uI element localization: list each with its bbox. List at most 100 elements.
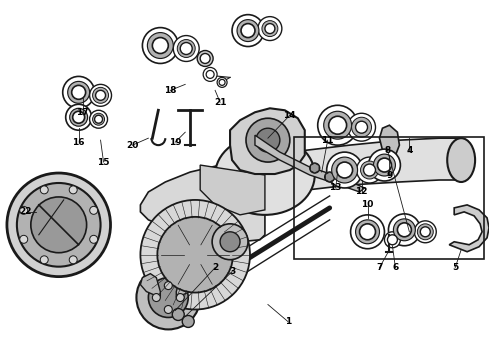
Circle shape (177, 40, 195, 58)
Circle shape (337, 162, 353, 178)
Text: 18: 18 (164, 86, 176, 95)
Polygon shape (230, 108, 305, 174)
Circle shape (256, 128, 280, 152)
Circle shape (197, 50, 213, 67)
Polygon shape (141, 274, 160, 298)
Circle shape (377, 158, 392, 172)
Circle shape (360, 224, 375, 240)
Polygon shape (141, 165, 265, 242)
Circle shape (152, 293, 160, 302)
Circle shape (90, 110, 107, 128)
Circle shape (356, 220, 379, 244)
Text: 6: 6 (392, 263, 398, 272)
Circle shape (352, 117, 371, 137)
Circle shape (200, 54, 210, 63)
Circle shape (172, 309, 184, 320)
Text: 1: 1 (285, 317, 291, 326)
Circle shape (368, 149, 400, 181)
Circle shape (388, 235, 397, 245)
Circle shape (237, 20, 259, 41)
Text: 21: 21 (214, 98, 226, 107)
Circle shape (152, 37, 168, 54)
Text: 12: 12 (355, 188, 368, 197)
Polygon shape (325, 172, 334, 182)
Circle shape (246, 118, 290, 162)
Circle shape (420, 227, 430, 237)
Circle shape (373, 154, 395, 176)
Circle shape (69, 256, 77, 264)
Polygon shape (311, 163, 319, 173)
Ellipse shape (447, 138, 475, 182)
Circle shape (415, 221, 436, 243)
Circle shape (173, 36, 199, 62)
Circle shape (136, 266, 200, 329)
Circle shape (40, 186, 48, 194)
Polygon shape (265, 138, 459, 195)
Circle shape (393, 219, 416, 241)
Text: 8: 8 (384, 145, 391, 154)
Circle shape (212, 224, 248, 260)
Circle shape (327, 152, 363, 188)
Text: 13: 13 (329, 184, 342, 193)
Circle shape (20, 235, 28, 243)
Circle shape (93, 87, 108, 103)
Polygon shape (449, 205, 489, 252)
Text: 20: 20 (126, 141, 139, 150)
Circle shape (164, 306, 172, 314)
Circle shape (350, 215, 385, 249)
Circle shape (164, 282, 172, 289)
Circle shape (66, 104, 92, 130)
Circle shape (68, 81, 90, 103)
Polygon shape (200, 165, 265, 215)
Text: 17: 17 (76, 108, 89, 117)
Circle shape (147, 32, 173, 58)
Circle shape (417, 224, 433, 240)
Text: 3: 3 (229, 267, 235, 276)
Text: 10: 10 (361, 201, 374, 210)
Circle shape (219, 80, 225, 85)
Circle shape (385, 232, 400, 248)
Text: 7: 7 (376, 263, 383, 272)
Circle shape (258, 17, 282, 41)
Circle shape (73, 111, 85, 123)
Circle shape (241, 24, 255, 37)
Bar (294, 137, 484, 259)
Circle shape (40, 256, 48, 264)
Circle shape (93, 113, 104, 125)
Text: 19: 19 (169, 138, 182, 147)
Circle shape (143, 28, 178, 63)
Circle shape (310, 163, 319, 173)
Circle shape (96, 90, 105, 100)
Polygon shape (176, 274, 196, 298)
Circle shape (63, 76, 95, 108)
Circle shape (31, 197, 87, 253)
Circle shape (69, 186, 77, 194)
Circle shape (206, 71, 214, 78)
Circle shape (157, 217, 233, 293)
Text: 16: 16 (73, 138, 85, 147)
Circle shape (364, 164, 375, 176)
Circle shape (262, 21, 278, 37)
Circle shape (325, 172, 335, 182)
Circle shape (182, 315, 194, 328)
Circle shape (180, 42, 192, 54)
Circle shape (20, 206, 28, 214)
Circle shape (90, 206, 98, 214)
Circle shape (90, 235, 98, 243)
Circle shape (347, 113, 375, 141)
Circle shape (72, 85, 86, 99)
Text: 9: 9 (386, 171, 392, 180)
Text: 14: 14 (284, 111, 296, 120)
Circle shape (332, 157, 358, 183)
Text: 22: 22 (20, 207, 32, 216)
Text: 11: 11 (321, 136, 334, 145)
Circle shape (361, 161, 378, 179)
Circle shape (356, 121, 368, 133)
Polygon shape (379, 125, 399, 165)
Circle shape (148, 278, 188, 318)
Text: 5: 5 (452, 263, 458, 272)
Circle shape (90, 84, 112, 106)
Circle shape (318, 105, 358, 145)
Circle shape (389, 214, 420, 246)
Text: 2: 2 (212, 263, 218, 272)
